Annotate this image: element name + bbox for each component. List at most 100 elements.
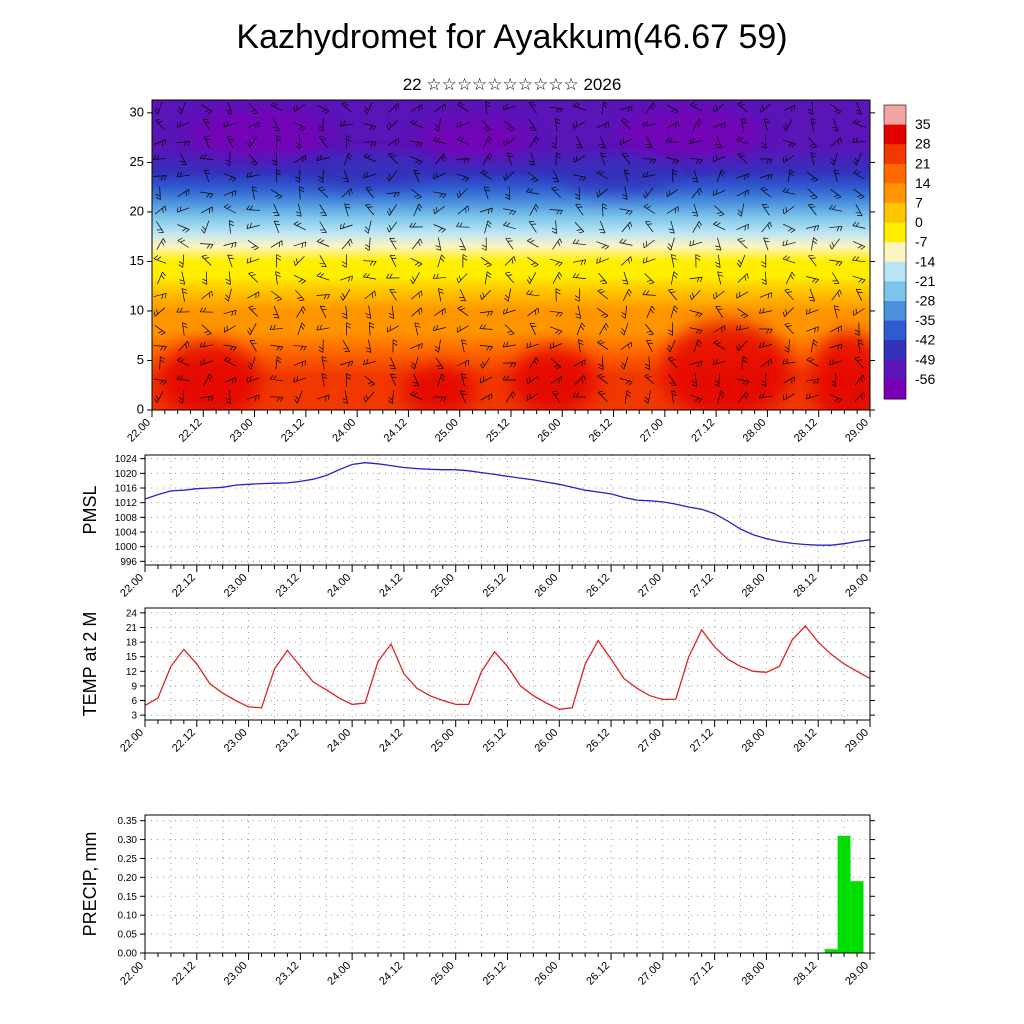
svg-text:26.00: 26.00	[535, 417, 563, 445]
svg-text:22.12: 22.12	[170, 572, 198, 600]
precip-axis-label: PRECIP, mm	[80, 832, 100, 937]
svg-text:25: 25	[130, 154, 144, 169]
pmsl-line	[144, 462, 871, 546]
svg-text:29.00: 29.00	[843, 572, 871, 600]
svg-text:26.12: 26.12	[584, 960, 612, 988]
svg-text:25.00: 25.00	[433, 417, 461, 445]
svg-text:28.00: 28.00	[741, 417, 769, 445]
svg-text:29.00: 29.00	[843, 960, 871, 988]
svg-text:1012: 1012	[115, 498, 138, 509]
svg-text:24.12: 24.12	[377, 727, 405, 755]
svg-text:25.00: 25.00	[429, 727, 457, 755]
svg-text:25.12: 25.12	[481, 960, 509, 988]
svg-text:23.00: 23.00	[228, 417, 256, 445]
temperature-colorbar: 35 28 21 14 7 0 -7 -14 -21 -28 -35 -42 -49 -56	[883, 104, 935, 400]
svg-text:27.12: 27.12	[689, 417, 717, 445]
svg-text:23.12: 23.12	[274, 727, 302, 755]
svg-text:26.00: 26.00	[532, 572, 560, 600]
svg-text:10: 10	[130, 302, 144, 317]
svg-text:0.10: 0.10	[118, 911, 138, 922]
svg-text:30: 30	[130, 104, 144, 119]
svg-text:1008: 1008	[115, 513, 138, 524]
svg-text:23.12: 23.12	[274, 960, 302, 988]
pmsl-panel: 996 1000 1004 1008 1012 1016 1020 1024 22.00 22.1…	[115, 454, 875, 600]
svg-text:0.35: 0.35	[118, 816, 138, 827]
svg-text:6: 6	[131, 696, 137, 707]
svg-text:25.00: 25.00	[429, 572, 457, 600]
svg-text:29.00: 29.00	[843, 417, 871, 445]
svg-text:0.15: 0.15	[118, 892, 138, 903]
precip-panel: 0.00 0.05 0.10 0.15 0.20 0.25 0.30 0.35 22.00 22.…	[118, 814, 875, 988]
svg-text:27.12: 27.12	[688, 727, 716, 755]
svg-text:7: 7	[915, 195, 923, 211]
svg-text:25.12: 25.12	[481, 727, 509, 755]
svg-text:22.00: 22.00	[125, 417, 153, 445]
pmsl-axis-label: PMSL	[80, 485, 100, 534]
svg-text:1020: 1020	[115, 469, 138, 480]
svg-text:-56: -56	[915, 371, 935, 387]
svg-text:14: 14	[915, 175, 931, 191]
svg-text:24.00: 24.00	[325, 960, 353, 988]
svg-text:0.05: 0.05	[118, 930, 138, 941]
svg-text:27.12: 27.12	[688, 572, 716, 600]
temp-at-2-m-line	[144, 625, 871, 710]
svg-text:0.30: 0.30	[118, 835, 138, 846]
svg-text:26.12: 26.12	[584, 572, 612, 600]
svg-text:28.12: 28.12	[791, 572, 819, 600]
svg-text:24.00: 24.00	[325, 572, 353, 600]
svg-text:22.00: 22.00	[118, 960, 146, 988]
svg-text:27.00: 27.00	[638, 417, 666, 445]
svg-text:26.00: 26.00	[532, 727, 560, 755]
svg-text:28.00: 28.00	[740, 727, 768, 755]
wind-barbs	[153, 101, 866, 404]
temp-panel: 3 6 9 12 15 18 21 24 22.00 22.12 23.00 23.12 24.00 24…	[118, 607, 875, 755]
svg-text:28.12: 28.12	[792, 417, 820, 445]
svg-text:24.12: 24.12	[377, 572, 405, 600]
svg-text:27.12: 27.12	[688, 960, 716, 988]
svg-text:0.25: 0.25	[118, 854, 138, 865]
svg-text:22.12: 22.12	[176, 417, 204, 445]
svg-text:-49: -49	[915, 351, 935, 367]
svg-text:28: 28	[915, 136, 931, 152]
svg-text:26.12: 26.12	[587, 417, 615, 445]
svg-text:28.00: 28.00	[740, 572, 768, 600]
svg-text:26.12: 26.12	[584, 727, 612, 755]
svg-text:25.00: 25.00	[429, 960, 457, 988]
svg-text:-7: -7	[915, 234, 928, 250]
svg-text:15: 15	[126, 652, 138, 663]
svg-text:23.00: 23.00	[222, 727, 250, 755]
temperature-anomaly-patches	[159, 107, 870, 410]
svg-text:15: 15	[130, 253, 144, 268]
svg-text:24.00: 24.00	[330, 417, 358, 445]
temp-axis-label: TEMP at 2 M	[80, 612, 100, 717]
svg-text:23.00: 23.00	[222, 960, 250, 988]
svg-text:27.00: 27.00	[636, 727, 664, 755]
svg-text:-42: -42	[915, 332, 935, 348]
svg-text:3: 3	[131, 711, 137, 722]
svg-text:18: 18	[126, 638, 138, 649]
svg-text:23.12: 23.12	[274, 572, 302, 600]
svg-text:1024: 1024	[115, 454, 138, 465]
svg-text:23.12: 23.12	[279, 417, 307, 445]
svg-text:12: 12	[126, 667, 138, 678]
svg-text:0.00: 0.00	[118, 949, 138, 960]
svg-text:24: 24	[126, 608, 138, 619]
cross-section-panel: 0 5 10 15 20 25 30 22.00 22.12 23.00 23.12 24.00 24.…	[125, 99, 875, 445]
svg-text:25.12: 25.12	[481, 572, 509, 600]
svg-text:28.00: 28.00	[740, 960, 768, 988]
svg-text:-14: -14	[915, 253, 935, 269]
svg-text:996: 996	[120, 557, 137, 568]
svg-text:29.00: 29.00	[843, 727, 871, 755]
svg-text:-28: -28	[915, 293, 935, 309]
svg-text:5: 5	[137, 352, 144, 367]
svg-text:0: 0	[915, 214, 923, 230]
svg-text:1000: 1000	[115, 542, 138, 553]
svg-text:0: 0	[137, 402, 144, 417]
svg-text:22.00: 22.00	[118, 572, 146, 600]
svg-text:-21: -21	[915, 273, 935, 289]
svg-text:9: 9	[131, 681, 137, 692]
svg-text:1004: 1004	[115, 528, 138, 539]
svg-text:22.12: 22.12	[170, 960, 198, 988]
